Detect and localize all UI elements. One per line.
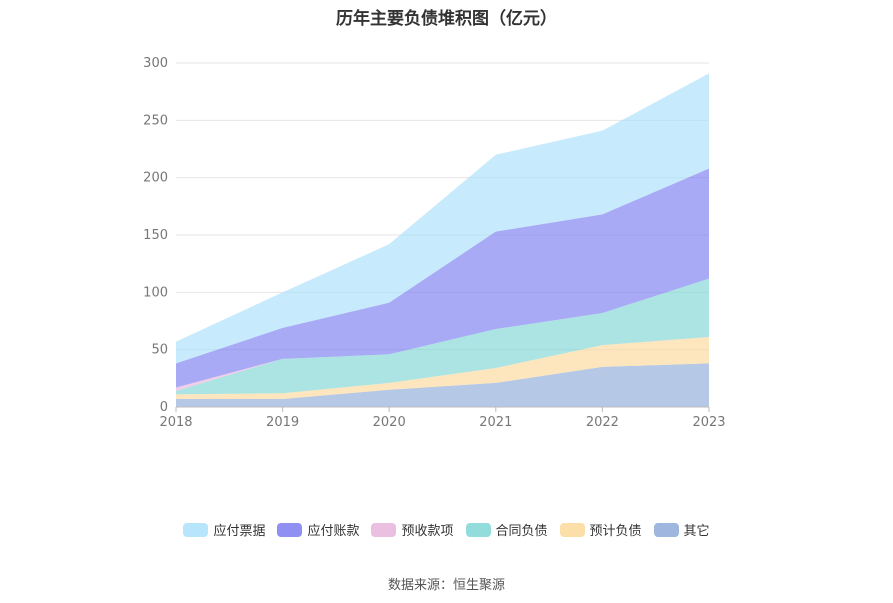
y-tick-label: 300 xyxy=(143,56,168,71)
legend-item[interactable]: 应付账款 xyxy=(277,520,359,539)
x-tick-label: 2019 xyxy=(266,415,299,430)
series-area xyxy=(176,278,709,395)
legend-item[interactable]: 应付票据 xyxy=(183,520,265,539)
y-tick-label: 50 xyxy=(151,343,168,358)
legend-swatch xyxy=(653,522,679,537)
chart-title: 历年主要负债堆积图（亿元） xyxy=(336,9,557,29)
legend-swatch xyxy=(183,522,209,537)
series-area xyxy=(176,73,709,364)
legend-item[interactable]: 预计负债 xyxy=(559,520,642,539)
y-tick-label: 0 xyxy=(160,400,168,415)
series-area xyxy=(176,337,709,399)
data-source-note: 数据来源：恒生聚源 xyxy=(387,578,505,593)
legend-item[interactable]: 其它 xyxy=(653,520,710,539)
legend-item[interactable]: 预收款项 xyxy=(371,520,454,539)
x-tick-label: 2020 xyxy=(373,415,406,430)
x-tick-label: 2021 xyxy=(479,415,512,430)
y-tick-label: 200 xyxy=(143,171,168,186)
legend-label: 合同负债 xyxy=(495,524,548,539)
legend-swatch xyxy=(277,522,303,537)
legend-label: 预计负债 xyxy=(589,524,642,539)
legend-label: 其它 xyxy=(683,524,710,539)
y-tick-label: 150 xyxy=(143,228,168,243)
x-tick-label: 2018 xyxy=(159,415,192,430)
series-area xyxy=(176,168,709,388)
x-tick-label: 2023 xyxy=(692,415,725,430)
chart-legend: 应付票据 应付账款 预收款项 合同负债 预计负债 其它 xyxy=(0,520,893,539)
legend-swatch xyxy=(465,522,491,537)
series-area xyxy=(176,363,709,407)
y-tick-label: 100 xyxy=(143,285,168,300)
legend-label: 应付账款 xyxy=(307,524,360,539)
legend-item[interactable]: 合同负债 xyxy=(465,520,548,539)
legend-label: 应付票据 xyxy=(213,524,266,539)
x-tick-label: 2022 xyxy=(586,415,619,430)
legend-swatch xyxy=(559,522,585,537)
legend-label: 预收款项 xyxy=(401,524,454,539)
y-tick-label: 250 xyxy=(143,113,168,128)
legend-swatch xyxy=(371,522,397,537)
